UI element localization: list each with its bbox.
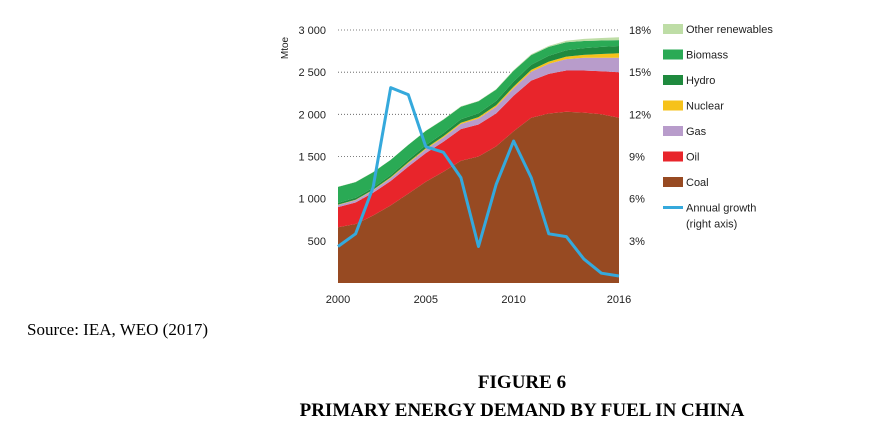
x-tick-label: 2005 <box>414 294 438 306</box>
x-tick-label: 2010 <box>501 294 525 306</box>
legend-label: Oil <box>686 152 699 164</box>
y-left-tick-label: 1 500 <box>298 152 326 164</box>
legend-label: Hydro <box>686 75 715 87</box>
y-axis-label: Mtoe <box>280 36 291 59</box>
legend-item-gas: Gas <box>663 126 707 138</box>
legend-label: Gas <box>686 126 707 138</box>
source-note: Source: IEA, WEO (2017) <box>27 320 208 339</box>
legend-label: Annual growth <box>686 203 756 215</box>
legend-swatch <box>663 151 683 162</box>
legend-label: Coal <box>686 177 709 189</box>
legend-label-secondary: (right axis) <box>686 219 737 231</box>
legend-item-hydro: Hydro <box>663 75 715 87</box>
y-left-tick-label: 2 000 <box>298 109 326 121</box>
legend-item-other-renewables: Other renewables <box>663 24 773 36</box>
figure-number: FIGURE 6 <box>477 372 567 393</box>
y-left-tick-label: 2 500 <box>298 67 326 79</box>
legend-item-annual-growth: Annual growth (right axis) <box>663 203 756 231</box>
figure-title: PRIMARY ENERGY DEMAND BY FUEL IN CHINA <box>299 400 745 421</box>
area-biomass <box>338 40 619 203</box>
legend-label: Other renewables <box>686 24 773 36</box>
legend-label: Biomass <box>686 50 729 62</box>
y-right-tick-label: 15% <box>629 67 651 79</box>
y-right-tick-label: 12% <box>629 109 651 121</box>
legend-swatch <box>663 75 683 85</box>
legend-swatch <box>663 24 683 34</box>
y-right-tick-label: 18% <box>629 25 651 37</box>
y-right-tick-label: 6% <box>629 194 645 206</box>
stacked-areas <box>338 37 619 283</box>
area-oil <box>338 70 619 228</box>
annual-growth-line-group <box>337 86 620 278</box>
right-axis: 3% 6% 9% 12% 15% 18% <box>629 25 651 248</box>
legend-item-nuclear: Nuclear <box>663 100 724 113</box>
legend-swatch <box>663 49 683 60</box>
legend-label: Nuclear <box>686 101 724 113</box>
legend-swatch <box>663 100 683 111</box>
y-left-tick-label: 500 <box>308 236 326 248</box>
legend-item-biomass: Biomass <box>663 49 729 62</box>
annual-growth-line <box>337 86 620 278</box>
area-coal <box>338 111 619 283</box>
legend-item-coal: Coal <box>663 177 709 189</box>
x-axis: 2000 2005 2010 2016 <box>326 294 631 306</box>
legend: Other renewables Biomass Hydro Nuclear Gas Oi… <box>663 24 773 231</box>
y-left-tick-label: 3 000 <box>298 25 326 37</box>
x-tick-label: 2016 <box>607 294 631 306</box>
y-left-tick-label: 1 000 <box>298 194 326 206</box>
y-right-tick-label: 3% <box>629 236 645 248</box>
y-right-tick-label: 9% <box>629 152 645 164</box>
legend-swatch <box>663 177 683 187</box>
legend-swatch <box>663 126 683 136</box>
left-axis: 500 1 000 1 500 2 000 2 500 3 000 <box>298 25 326 248</box>
x-tick-label: 2000 <box>326 294 350 306</box>
legend-item-oil: Oil <box>663 151 699 164</box>
